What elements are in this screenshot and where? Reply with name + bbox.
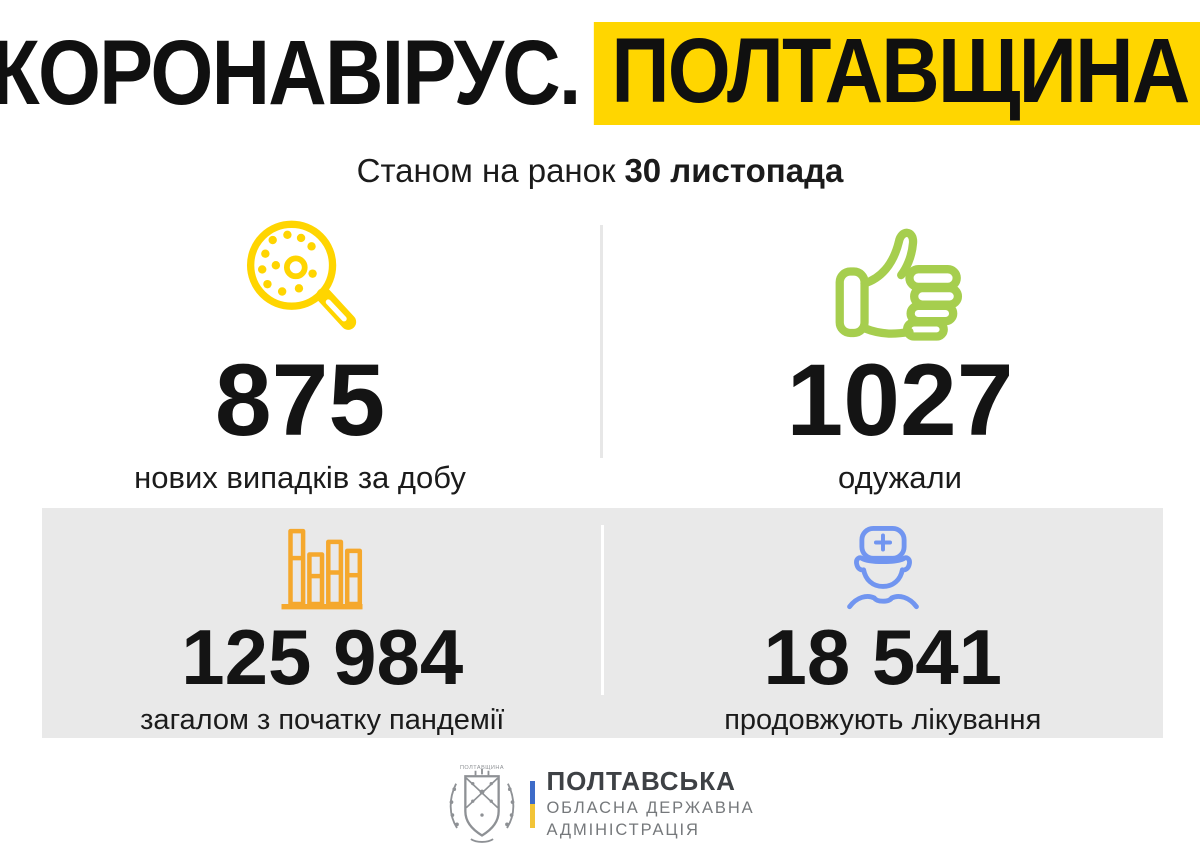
org-name-line3: АДМІНІСТРАЦІЯ (546, 821, 700, 840)
stat-in-treatment: 18 541 продовжують лікування (603, 508, 1164, 738)
flag-yellow-half (530, 804, 536, 828)
stat-value: 875 (214, 343, 386, 457)
doctor-icon (838, 521, 928, 615)
stat-value: 18 541 (763, 613, 1003, 701)
footer-logo: ПОЛТАВЩИНА (0, 760, 1200, 848)
stat-new-cases: 875 нових випадків за добу (0, 204, 600, 496)
subtitle: Станом на ранок 30 листопада (0, 152, 1200, 190)
stats-bottom-section: 125 984 загалом з початку пандемії 18 54… (42, 508, 1163, 738)
subtitle-prefix: Станом на ранок (356, 152, 616, 189)
org-name: ПОЛТАВСЬКА ОБЛАСНА ДЕРЖАВНА АДМІНІСТРАЦІ… (546, 767, 754, 841)
stat-label: загалом з початку пандемії (140, 704, 505, 736)
stat-label: нових випадків за добу (134, 460, 466, 495)
vertical-divider-bottom (601, 525, 604, 695)
page-title: КОРОНАВІРУС. ПОЛТАВЩИНА (0, 21, 1200, 126)
org-name-line1: ПОЛТАВСЬКА (546, 765, 736, 796)
stat-value: 1027 (786, 343, 1014, 457)
stat-label: продовжують лікування (724, 704, 1042, 736)
coat-of-arms-icon: ПОЛТАВЩИНА (445, 760, 519, 848)
title-highlight: ПОЛТАВЩИНА (593, 21, 1200, 126)
stat-recovered: 1027 одужали (600, 204, 1200, 496)
flag-bar-icon (530, 780, 536, 828)
org-name-line2: ОБЛАСНА ДЕРЖАВНА (546, 798, 755, 817)
stat-value: 125 984 (181, 613, 464, 701)
subtitle-date: 30 листопада (624, 152, 844, 189)
vertical-divider-top (600, 225, 603, 458)
flag-blue-half (530, 780, 536, 804)
bar-chart-icon (277, 521, 367, 615)
stat-label: одужали (838, 460, 962, 495)
thumbs-up-icon (835, 216, 965, 345)
stats-top-section: 875 нових випадків за добу 1027 одужали (0, 204, 1200, 496)
title-text: КОРОНАВІРУС. (0, 22, 581, 124)
stat-total-cases: 125 984 загалом з початку пандемії (42, 508, 603, 738)
crest-arc-text: ПОЛТАВЩИНА (460, 765, 504, 771)
virus-magnifier-icon (235, 216, 365, 345)
